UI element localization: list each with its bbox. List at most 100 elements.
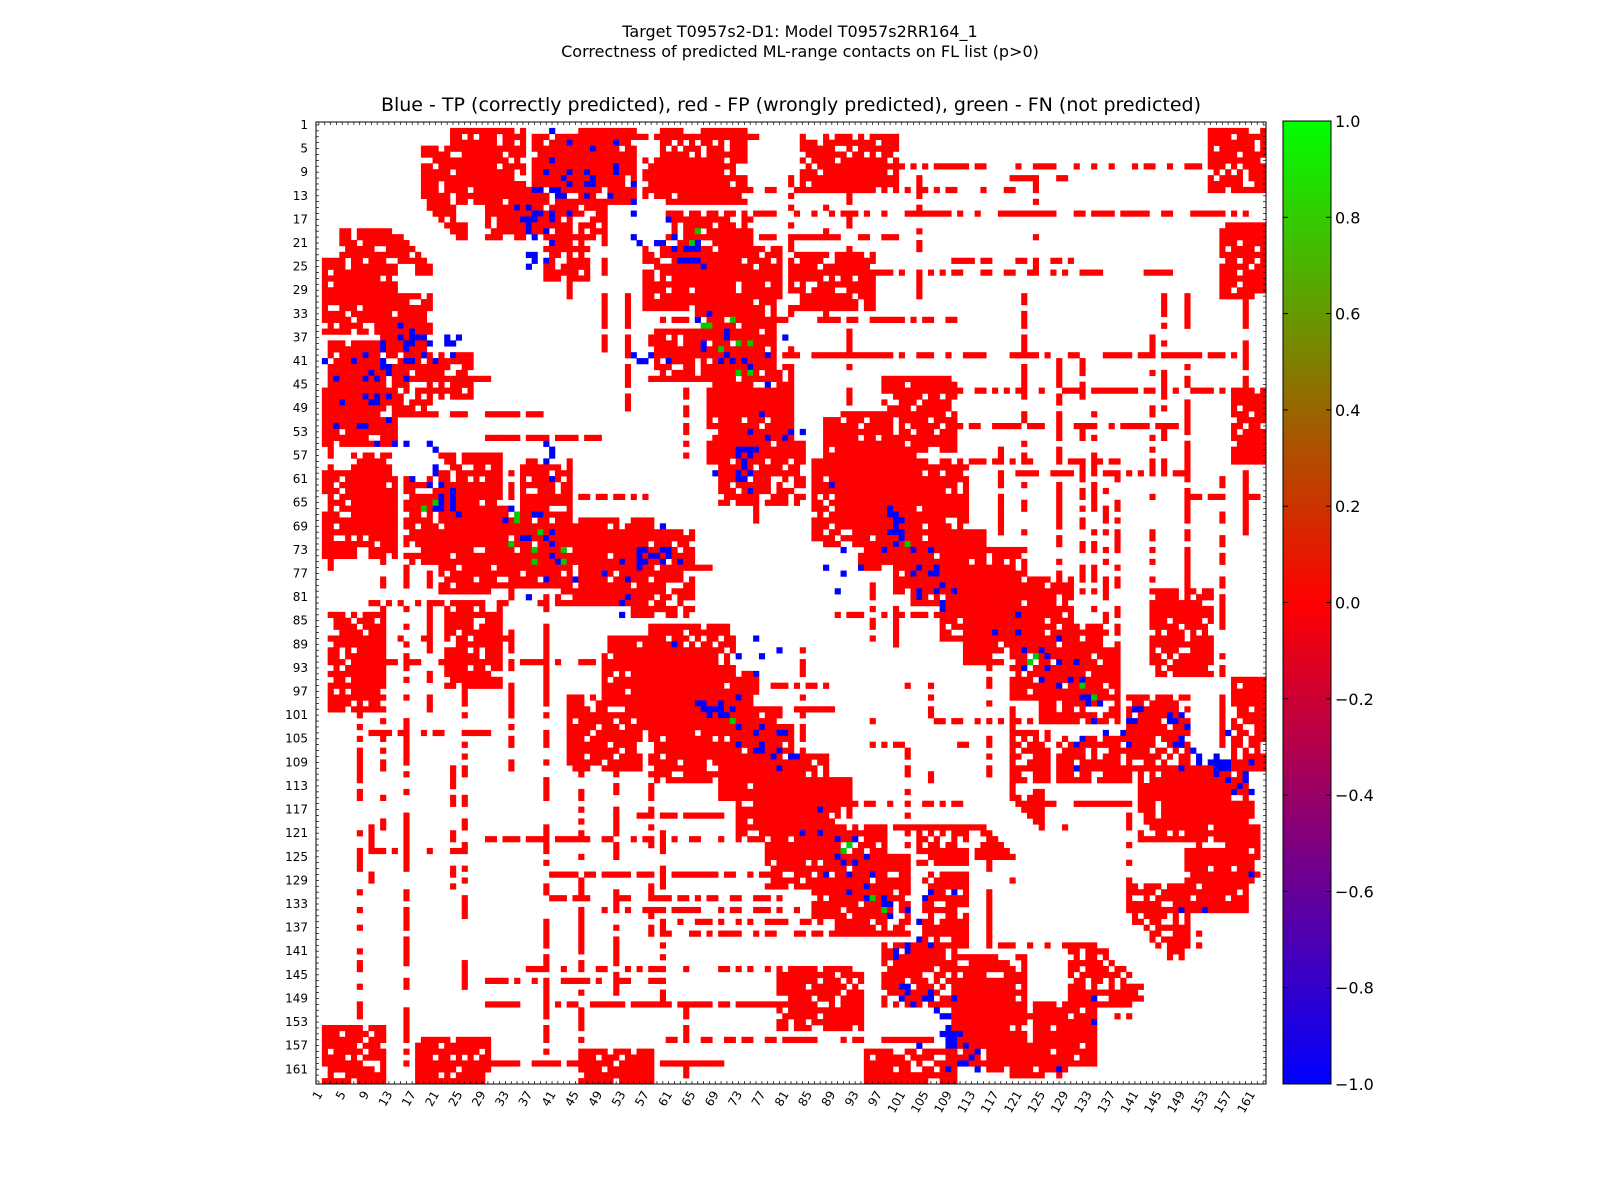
fp-cell <box>811 482 818 489</box>
fp-cell <box>1050 210 1057 217</box>
fp-cell <box>543 541 550 548</box>
fp-cell <box>1003 552 1010 560</box>
fp-cell <box>525 210 532 217</box>
fp-cell <box>706 263 713 270</box>
fp-cell <box>648 304 655 312</box>
fp-cell <box>374 517 381 524</box>
fp-cell <box>1050 269 1057 276</box>
fp-cell <box>502 511 509 518</box>
fp-cell <box>887 499 894 506</box>
tp-cell <box>374 393 381 400</box>
fp-cell <box>764 210 771 217</box>
fp-cell <box>840 133 847 140</box>
fp-cell <box>467 523 474 530</box>
fp-cell <box>741 393 748 400</box>
fp-cell <box>869 133 876 140</box>
fp-cell <box>426 304 433 312</box>
fp-cell <box>712 234 719 241</box>
fp-cell <box>700 310 707 318</box>
fp-cell <box>904 470 911 477</box>
fp-cell <box>1009 422 1016 430</box>
fp-cell <box>834 151 841 158</box>
fp-cell <box>764 263 771 270</box>
fp-cell <box>385 399 393 406</box>
fp-cell <box>858 446 865 453</box>
fp-cell <box>840 428 847 436</box>
fp-cell <box>508 216 515 223</box>
fp-cell <box>729 234 736 241</box>
fp-cell <box>910 529 917 536</box>
fp-cell <box>432 204 439 211</box>
fp-cell <box>327 546 334 554</box>
fp-cell <box>380 269 387 276</box>
fp-cell <box>519 564 527 571</box>
fp-cell <box>712 293 719 300</box>
fp-cell <box>962 564 970 571</box>
fp-cell <box>1056 470 1063 477</box>
fp-cell <box>549 564 556 571</box>
fp-cell <box>729 269 736 276</box>
fp-cell <box>846 245 853 253</box>
fp-cell <box>700 334 707 341</box>
fp-cell <box>683 263 690 270</box>
fp-cell <box>723 411 731 418</box>
fp-cell <box>380 328 387 335</box>
fp-cell <box>927 487 935 495</box>
fp-cell <box>409 523 416 530</box>
fp-cell <box>799 446 806 453</box>
fp-cell <box>415 293 422 300</box>
fp-cell <box>508 487 515 495</box>
fp-cell <box>607 139 614 146</box>
fp-cell <box>1242 263 1249 270</box>
fp-cell <box>554 133 562 140</box>
fp-cell <box>420 411 428 418</box>
fp-cell <box>1248 275 1255 282</box>
fp-cell <box>514 411 521 418</box>
fp-cell <box>1091 210 1098 217</box>
tp-cell <box>636 558 643 565</box>
fp-cell <box>992 564 999 571</box>
fp-cell <box>927 576 935 583</box>
fp-cell <box>869 181 876 188</box>
fp-cell <box>485 511 492 518</box>
fp-cell <box>415 499 422 506</box>
fp-cell <box>1225 181 1232 188</box>
fp-cell <box>834 181 841 188</box>
fp-cell <box>374 340 381 347</box>
fp-cell <box>508 192 515 200</box>
fp-cell <box>1056 535 1063 542</box>
fp-cell <box>380 505 387 512</box>
fp-cell <box>1137 422 1144 430</box>
fp-cell <box>892 387 900 394</box>
fp-cell <box>496 175 503 182</box>
fp-cell <box>939 405 946 412</box>
fp-cell <box>916 576 923 583</box>
fp-cell <box>823 287 830 294</box>
fp-cell <box>1003 387 1010 394</box>
fp-cell <box>671 564 678 571</box>
fp-cell <box>927 505 935 512</box>
fp-cell <box>700 139 707 146</box>
fp-cell <box>869 517 876 524</box>
fp-cell <box>770 405 777 412</box>
fp-cell <box>572 133 579 140</box>
fp-cell <box>729 127 736 135</box>
fp-cell <box>356 499 363 506</box>
fp-cell <box>654 363 661 371</box>
tp-cell <box>531 234 538 241</box>
fp-cell <box>485 210 492 217</box>
fp-cell <box>683 316 690 323</box>
fp-cell <box>426 499 433 506</box>
fp-cell <box>595 139 602 146</box>
fp-cell <box>339 529 346 536</box>
fp-cell <box>473 552 480 560</box>
fp-cell <box>828 458 836 465</box>
fp-cell <box>601 269 608 276</box>
fp-cell <box>887 428 894 436</box>
fp-cell <box>852 428 859 436</box>
fp-cell <box>758 234 766 241</box>
fp-cell <box>805 151 812 158</box>
fp-cell <box>368 487 375 495</box>
fp-cell <box>578 541 585 548</box>
fp-cell <box>374 505 381 512</box>
